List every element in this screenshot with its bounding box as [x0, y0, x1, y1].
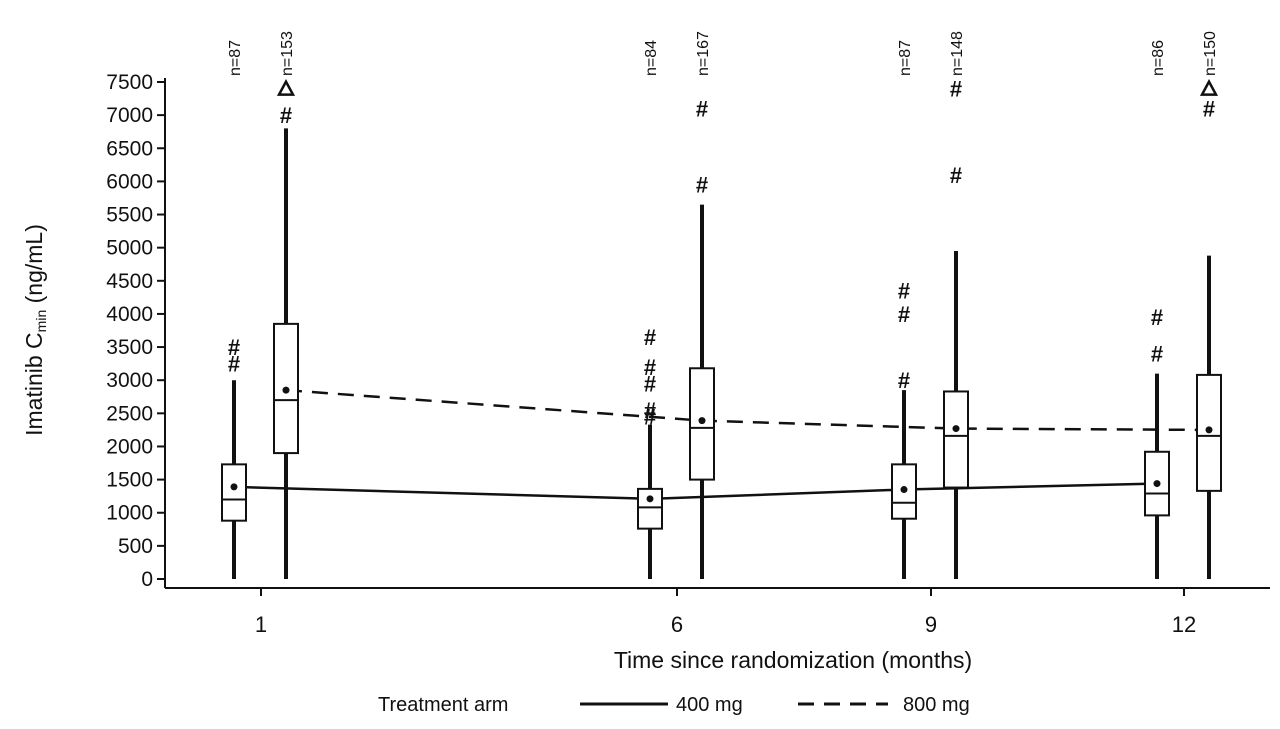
n-label: n=86 — [1150, 40, 1167, 76]
x-axis-label: Time since randomization (months) — [614, 647, 972, 673]
mean-line-800-mg — [285, 388, 1210, 432]
outlier-point: # — [950, 163, 962, 188]
outlier-point: # — [898, 368, 910, 393]
outlier-point: # — [644, 398, 656, 423]
outlier-point: # — [898, 302, 910, 327]
legend-label-800mg: 800 mg — [903, 694, 970, 716]
y-tick-label: 0 — [141, 568, 153, 591]
y-tick-label: 6000 — [106, 170, 153, 193]
y-tick-label: 1000 — [106, 502, 153, 525]
y-axis-label: Imatinib Cmin (ng/mL) — [21, 224, 49, 436]
outlier-point: # — [696, 97, 708, 122]
outlier-point: # — [280, 103, 292, 128]
outlier-point: # — [644, 405, 656, 430]
box — [943, 390, 969, 489]
outlier-point: # — [1151, 342, 1163, 367]
mean-point — [230, 483, 238, 491]
box — [221, 463, 247, 522]
legend-label-400mg: 400 mg — [676, 694, 743, 716]
mean-point — [952, 425, 960, 433]
n-label: n=150 — [1202, 31, 1219, 76]
n-label: n=148 — [949, 31, 966, 76]
n-label: n=84 — [643, 40, 660, 76]
outlier-point: # — [228, 352, 240, 377]
y-tick-label: 4000 — [106, 303, 153, 326]
outlier-point: # — [644, 372, 656, 397]
outlier-point: # — [950, 77, 962, 102]
y-tick-label: 7500 — [106, 71, 153, 94]
box — [1144, 450, 1170, 517]
outlier-point: # — [228, 335, 240, 360]
box — [891, 463, 917, 520]
y-tick-label: 3000 — [106, 369, 153, 392]
y-tick-label: 2000 — [106, 435, 153, 458]
outlier-point: # — [644, 355, 656, 380]
n-label: n=167 — [695, 31, 712, 76]
mean-point — [1205, 426, 1213, 434]
outlier-point: # — [644, 325, 656, 350]
y-tick-label: 3500 — [106, 336, 153, 359]
y-tick-label: 5000 — [106, 237, 153, 260]
axes: 0 500 1000 1500 2000 2500 3000 3500 4000 4500 5000… — [21, 71, 1270, 673]
legend: Treatment arm 400 mg 800 mg — [378, 694, 970, 716]
y-tick-label: 6500 — [106, 137, 153, 160]
n-label: n=87 — [897, 40, 914, 76]
mean-point — [698, 417, 706, 425]
plot-marks: ##n=87#####n=84###n=87##n=86#n=153##n=16… — [221, 31, 1222, 579]
box — [689, 367, 715, 481]
x-tick-label: 9 — [925, 612, 937, 637]
y-tick-label: 7000 — [106, 104, 153, 127]
outlier-point: # — [696, 173, 708, 198]
n-label: n=87 — [227, 40, 244, 76]
x-tick-label: 1 — [255, 612, 267, 637]
n-label: n=153 — [279, 31, 296, 76]
extreme-triangle — [276, 78, 296, 96]
outlier-point: # — [1203, 97, 1215, 122]
mean-point — [646, 495, 654, 503]
mean-point — [282, 386, 290, 394]
outlier-point: # — [898, 279, 910, 304]
outlier-point: # — [1151, 305, 1163, 330]
box — [637, 487, 663, 530]
x-tick-label: 12 — [1172, 612, 1196, 637]
y-tick-label: 2500 — [106, 402, 153, 425]
extreme-triangle — [1199, 78, 1219, 96]
y-tick-label: 500 — [118, 535, 153, 558]
x-tick-label: 6 — [671, 612, 683, 637]
mean-line-400-mg — [233, 482, 1158, 501]
y-tick-label: 1500 — [106, 469, 153, 492]
legend-title: Treatment arm — [378, 694, 508, 716]
y-tick-label: 4500 — [106, 270, 153, 293]
y-tick-label: 5500 — [106, 204, 153, 227]
mean-point — [1153, 480, 1161, 488]
mean-point — [900, 486, 908, 494]
